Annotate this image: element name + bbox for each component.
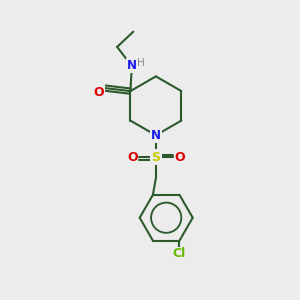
Text: O: O: [127, 151, 138, 164]
Text: N: N: [151, 129, 161, 142]
Text: O: O: [94, 86, 104, 99]
Text: H: H: [137, 58, 145, 68]
Text: S: S: [152, 151, 160, 164]
Text: O: O: [174, 151, 185, 164]
Text: Cl: Cl: [173, 248, 186, 260]
Text: N: N: [127, 59, 137, 72]
